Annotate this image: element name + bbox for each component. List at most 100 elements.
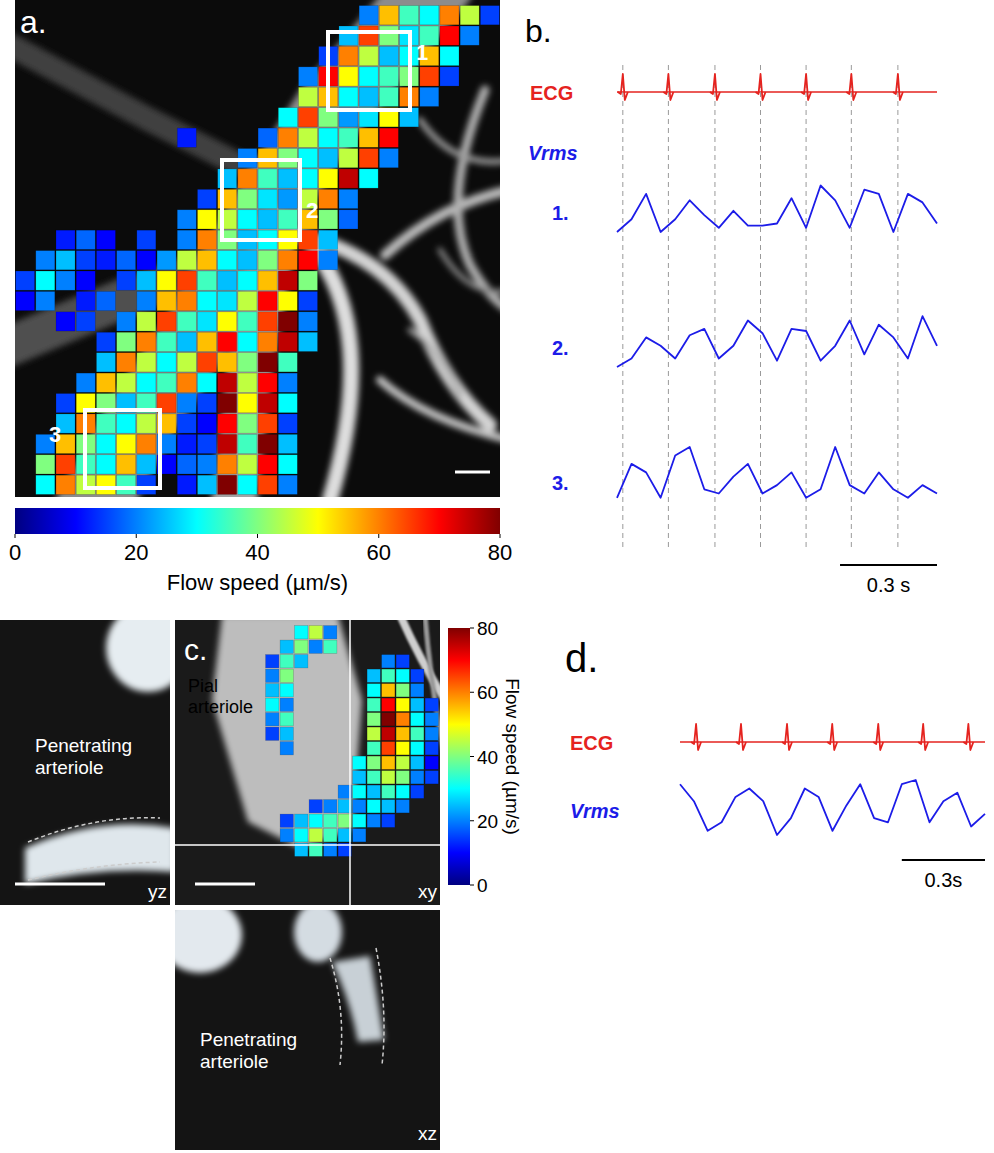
heat-cell bbox=[353, 800, 366, 813]
heat-cell bbox=[36, 475, 55, 494]
vessel bbox=[312, 245, 351, 497]
colorbar-tick-label: 80 bbox=[477, 618, 498, 639]
vessel bbox=[380, 380, 500, 440]
heat-cell bbox=[396, 800, 409, 813]
region-box bbox=[85, 410, 160, 488]
heat-cell bbox=[258, 455, 277, 474]
heat-cell bbox=[137, 373, 156, 392]
heat-cell bbox=[238, 169, 257, 188]
heat-cell bbox=[177, 455, 196, 474]
heat-cell bbox=[280, 698, 293, 711]
heat-cell bbox=[382, 698, 395, 711]
vessel bbox=[425, 620, 440, 760]
heat-cell bbox=[238, 271, 257, 290]
heat-cell bbox=[278, 332, 297, 351]
heat-cell bbox=[339, 67, 358, 86]
heat-cell bbox=[280, 669, 293, 682]
heat-cell bbox=[359, 6, 378, 25]
heat-cell bbox=[359, 87, 378, 106]
colorbar-tick-label: 0 bbox=[477, 875, 488, 896]
heat-cell bbox=[197, 394, 216, 413]
heat-cell bbox=[411, 727, 424, 740]
heat-cell bbox=[339, 26, 358, 45]
heat-cell bbox=[56, 475, 75, 494]
vrms-trace bbox=[617, 316, 937, 367]
heat-cell bbox=[137, 271, 156, 290]
colorbar-tick-label: 60 bbox=[477, 682, 498, 703]
heat-cell bbox=[258, 291, 277, 310]
colorbar-tick bbox=[470, 628, 474, 629]
heat-cell bbox=[379, 128, 398, 147]
heat-cell bbox=[339, 189, 358, 208]
heat-cell bbox=[218, 353, 237, 372]
vessel-outline bbox=[330, 958, 342, 1065]
heat-cell bbox=[309, 640, 322, 653]
ecg-beat bbox=[710, 74, 720, 100]
heat-cell bbox=[396, 669, 409, 682]
heat-cell bbox=[137, 230, 156, 249]
heat-cell bbox=[218, 251, 237, 270]
time-scale-bar bbox=[902, 859, 985, 861]
heat-cell bbox=[278, 251, 297, 270]
heat-cell bbox=[218, 271, 237, 290]
colorbar-tick-label: 60 bbox=[367, 540, 391, 565]
heat-cell bbox=[177, 251, 196, 270]
heat-cell bbox=[157, 353, 176, 372]
vessel-label-line: Penetrating bbox=[200, 1029, 297, 1050]
heat-cell bbox=[197, 414, 216, 433]
heat-cell bbox=[299, 291, 318, 310]
heat-cell bbox=[324, 814, 337, 827]
heat-cell bbox=[396, 713, 409, 726]
heat-cell bbox=[197, 312, 216, 331]
heat-cell bbox=[299, 312, 318, 331]
heat-cell bbox=[157, 332, 176, 351]
heat-cell bbox=[258, 210, 277, 229]
heat-cell bbox=[295, 626, 308, 639]
vessel-outline bbox=[28, 818, 160, 842]
heat-cell bbox=[367, 742, 380, 755]
heat-cell bbox=[56, 394, 75, 413]
colorbar-tick bbox=[500, 534, 501, 538]
ecg-label: ECG bbox=[570, 732, 613, 754]
heat-cell bbox=[460, 6, 479, 25]
heat-cell bbox=[382, 785, 395, 798]
heat-cell bbox=[76, 291, 95, 310]
ecg-beat bbox=[663, 74, 673, 100]
heat-cell bbox=[117, 251, 136, 270]
heat-cell bbox=[367, 713, 380, 726]
heat-cell bbox=[411, 669, 424, 682]
heat-cell bbox=[177, 230, 196, 249]
colorbar-title: Flow speed (µm/s) bbox=[167, 570, 348, 595]
heat-cell bbox=[295, 655, 308, 668]
heat-cell bbox=[266, 684, 279, 697]
heat-cell bbox=[177, 291, 196, 310]
heat-cell bbox=[56, 251, 75, 270]
heat-cell bbox=[96, 291, 115, 310]
view-label: yz bbox=[148, 881, 167, 902]
heat-cell bbox=[324, 640, 337, 653]
colorbar-title: Flow speed (µm/s) bbox=[502, 678, 523, 835]
heat-cell bbox=[367, 684, 380, 697]
colorbar-tick-label: 80 bbox=[488, 540, 512, 565]
heat-cell bbox=[319, 169, 338, 188]
vessel-label-line: Penetrating bbox=[35, 735, 132, 756]
scale-bar bbox=[195, 883, 255, 886]
heat-cell bbox=[280, 655, 293, 668]
heat-cell bbox=[367, 771, 380, 784]
ecg-beat bbox=[873, 724, 883, 750]
vessel-label-line: arteriole bbox=[35, 757, 104, 778]
heat-a bbox=[16, 6, 500, 495]
heat-cell bbox=[238, 312, 257, 331]
heat-cell bbox=[76, 373, 95, 392]
heat-cell bbox=[425, 713, 438, 726]
heat-cell bbox=[367, 727, 380, 740]
heat-cell bbox=[157, 312, 176, 331]
heat-cell bbox=[319, 210, 338, 229]
heat-cell bbox=[411, 756, 424, 769]
heat-cell bbox=[76, 251, 95, 270]
heat-cell bbox=[266, 727, 279, 740]
heat-cell bbox=[339, 149, 358, 168]
heat-cell bbox=[117, 455, 136, 474]
heat-cell bbox=[396, 771, 409, 784]
heat-cell bbox=[218, 332, 237, 351]
